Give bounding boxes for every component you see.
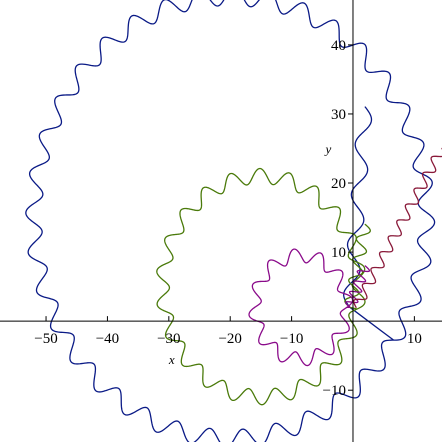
tick-marks bbox=[45, 44, 415, 391]
series-line-4 bbox=[353, 147, 442, 308]
x-tick-label: −40 bbox=[96, 331, 119, 347]
series-line-1 bbox=[25, 0, 436, 442]
series-line-3 bbox=[248, 248, 371, 367]
y-tick-label: 40 bbox=[331, 38, 346, 54]
x-tick-label: −30 bbox=[157, 331, 180, 347]
y-tick-label: 20 bbox=[331, 176, 346, 192]
series-line-2 bbox=[156, 167, 371, 406]
x-tick-label: −20 bbox=[218, 331, 241, 347]
y-axis-label: y bbox=[324, 141, 332, 156]
y-tick-label: −10 bbox=[323, 383, 346, 399]
y-tick-label: 10 bbox=[331, 245, 346, 261]
x-tick-label: −10 bbox=[280, 331, 303, 347]
x-tick-label: −50 bbox=[34, 331, 57, 347]
tick-labels: −50 −40 −30 −20 −10 10 −10 10 20 30 40 bbox=[34, 38, 422, 399]
y-tick-label: 30 bbox=[331, 107, 346, 123]
x-tick-label: 10 bbox=[407, 331, 422, 347]
curves-layer bbox=[25, 0, 442, 442]
x-axis-label: x bbox=[168, 352, 175, 367]
